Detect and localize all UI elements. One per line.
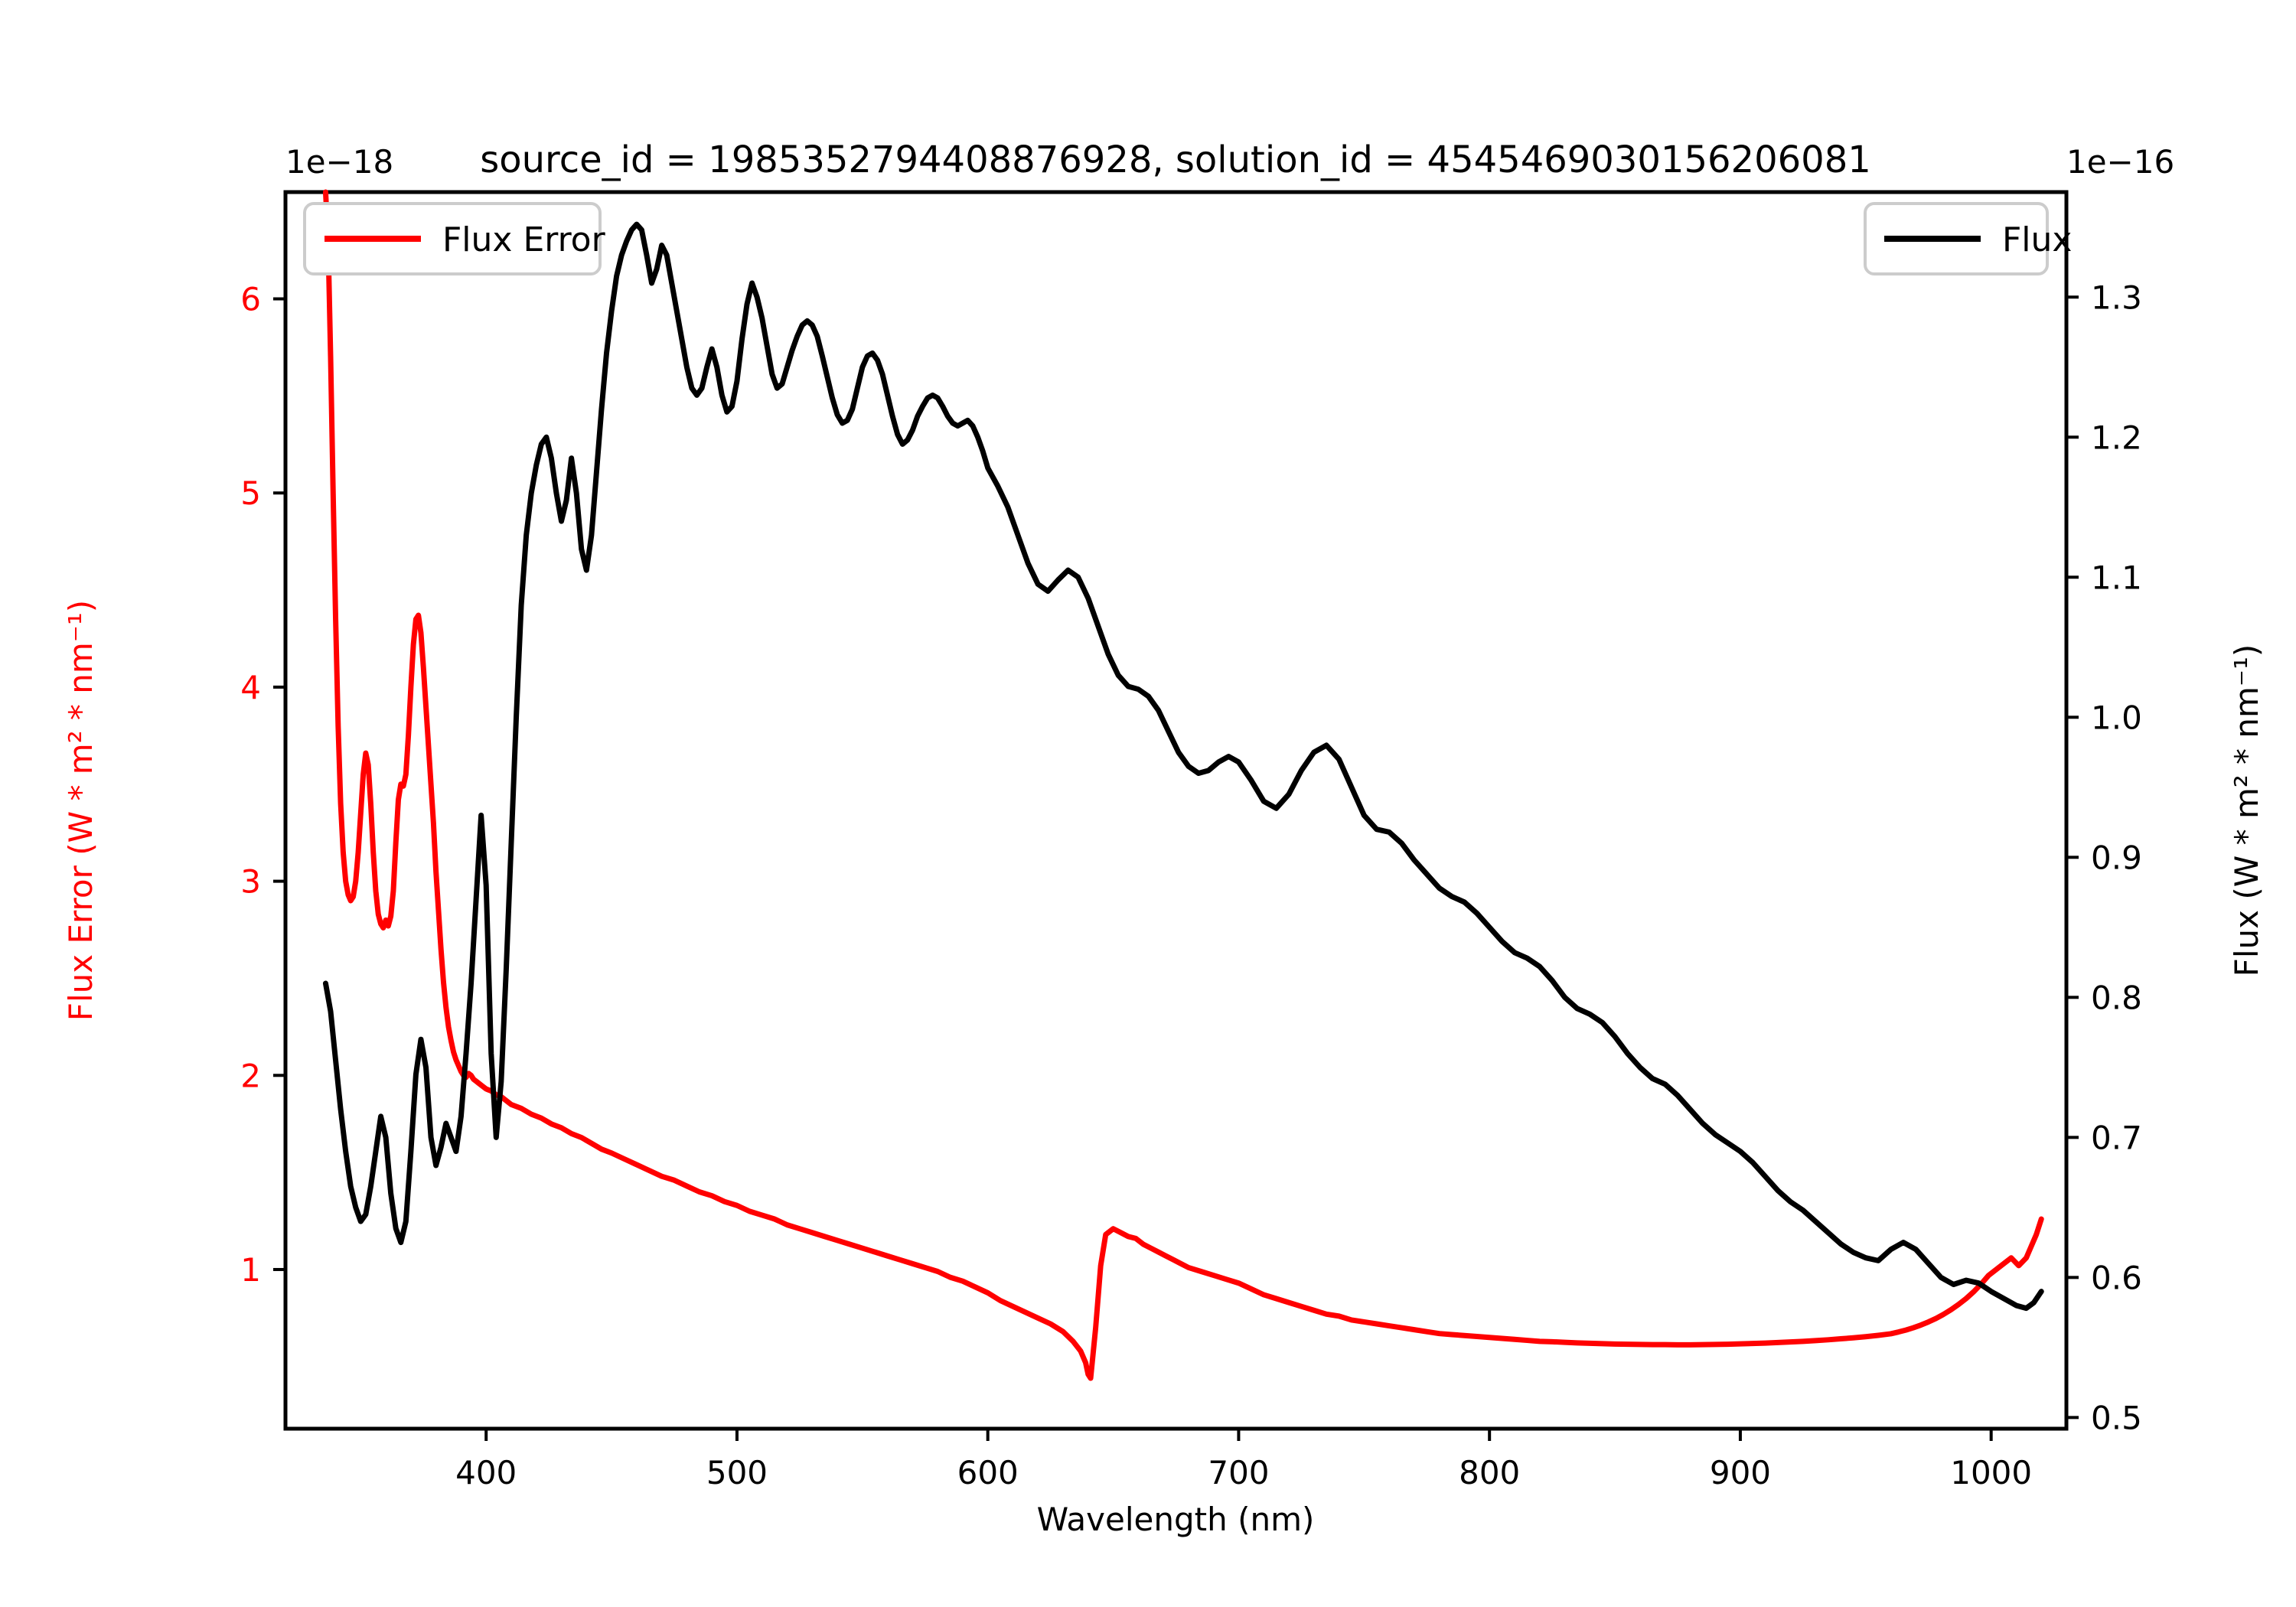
axes-frame bbox=[283, 190, 2069, 1431]
x-tick-label: 400 bbox=[455, 1454, 517, 1491]
legend-flux-error[interactable]: Flux Error bbox=[303, 202, 606, 275]
legend-flux-error-label: Flux Error bbox=[442, 220, 606, 259]
x-tick-label: 1000 bbox=[1950, 1454, 2032, 1491]
right-axis-offset-text: 1e−16 bbox=[2066, 143, 2174, 181]
plot-title: source_id = 1985352794408876928, solutio… bbox=[480, 139, 1871, 181]
right-y-tick-label: 1.3 bbox=[2091, 279, 2142, 316]
legend-flux-label: Flux bbox=[2002, 220, 2072, 259]
plot-curves bbox=[322, 189, 2044, 1381]
left-y-axis-label: Flux Error (W * m² * nm⁻¹) bbox=[62, 600, 99, 1021]
left-y-tick-label: 6 bbox=[240, 281, 261, 318]
left-y-tick-label: 4 bbox=[240, 669, 261, 706]
right-y-tick-label: 1.1 bbox=[2091, 559, 2142, 596]
right-y-tick-label: 0.9 bbox=[2091, 839, 2142, 876]
legend-flux[interactable]: Flux bbox=[1864, 202, 2072, 275]
right-y-tick-label: 0.7 bbox=[2091, 1119, 2142, 1156]
x-tick-label: 900 bbox=[1710, 1454, 1771, 1491]
left-y-tick-label: 2 bbox=[240, 1057, 261, 1094]
x-tick-label: 700 bbox=[1208, 1454, 1269, 1491]
x-tick-label: 800 bbox=[1459, 1454, 1520, 1491]
left-y-tick-label: 3 bbox=[240, 863, 261, 901]
legend-flux-error-box bbox=[303, 202, 602, 275]
x-tick-label: 600 bbox=[957, 1454, 1019, 1491]
flux-error-curve bbox=[322, 189, 2044, 1381]
left-y-tick-label: 5 bbox=[240, 474, 261, 512]
flux-curve bbox=[322, 221, 2044, 1312]
right-y-tick-label: 0.6 bbox=[2091, 1259, 2142, 1296]
right-y-tick-label: 1.0 bbox=[2091, 699, 2142, 736]
x-tick-label: 500 bbox=[706, 1454, 768, 1491]
left-axis-ticks: 1 2 3 4 5 6 bbox=[240, 281, 285, 1289]
right-y-tick-label: 1.2 bbox=[2091, 419, 2142, 456]
right-y-tick-label: 0.5 bbox=[2091, 1399, 2142, 1436]
right-axis-ticks: 0.5 0.6 0.7 0.8 0.9 1.0 1.1 1.2 1.3 bbox=[2066, 279, 2142, 1436]
right-y-tick-label: 0.8 bbox=[2091, 979, 2142, 1016]
x-axis-label: Wavelength (nm) bbox=[1037, 1501, 1315, 1538]
left-y-tick-label: 1 bbox=[240, 1251, 261, 1289]
right-y-axis-label: Flux (W * m² * nm⁻¹) bbox=[2228, 644, 2265, 977]
x-axis-ticks: 400 500 600 700 800 900 1000 bbox=[455, 1429, 2032, 1491]
left-axis-offset-text: 1e−18 bbox=[285, 143, 393, 181]
